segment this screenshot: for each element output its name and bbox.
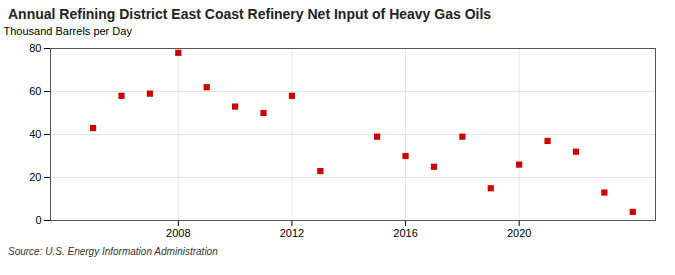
svg-text:0: 0 <box>35 214 41 226</box>
svg-text:80: 80 <box>29 42 41 54</box>
svg-text:2020: 2020 <box>507 227 531 239</box>
svg-text:20: 20 <box>29 171 41 183</box>
svg-text:60: 60 <box>29 85 41 97</box>
html-text:Source: U.S. Energy Informatio: Source: U.S. Energy Information Administ… <box>8 246 218 257</box>
svg-text:Thousand Barrels per Day: Thousand Barrels per Day <box>4 25 133 37</box>
svg-text:40: 40 <box>29 128 41 140</box>
svg-text:2008: 2008 <box>166 227 190 239</box>
svg-text:2016: 2016 <box>393 227 417 239</box>
html-text:Annual Refining District East: Annual Refining District East Coast Refi… <box>8 6 492 22</box>
svg-text:2012: 2012 <box>280 227 304 239</box>
